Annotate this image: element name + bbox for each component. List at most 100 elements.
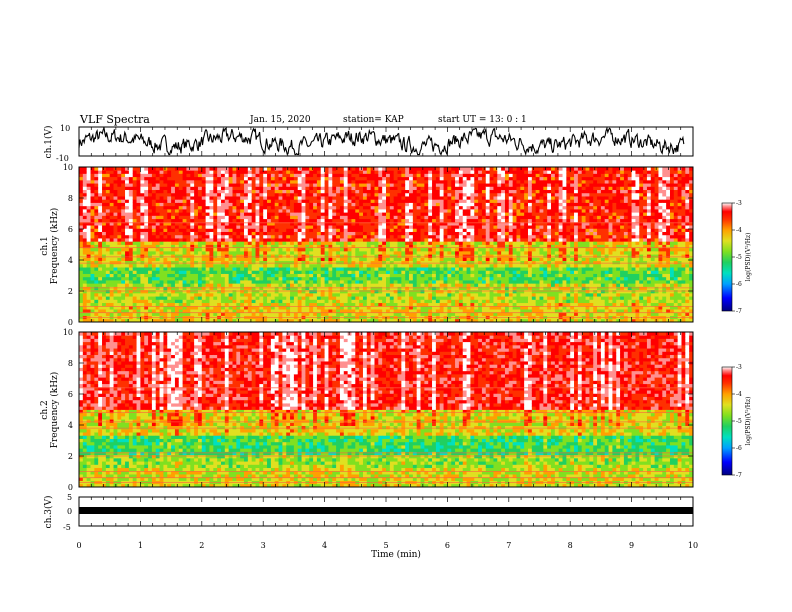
spectrogram-cell: [370, 247, 375, 252]
spectrogram-cell: [228, 189, 233, 194]
spectrogram-cell: [313, 212, 318, 216]
spectrogram-cell: [286, 305, 291, 310]
spectrogram-cell: [178, 225, 184, 229]
spectrogram-cell: [244, 260, 249, 265]
spectrogram-cell: [136, 238, 141, 242]
spectrogram-cell: [205, 280, 210, 284]
spectrogram-cell: [136, 260, 141, 265]
spectrogram-cell: [320, 183, 325, 187]
spectrogram-cell: [336, 183, 341, 187]
spectrogram-cell: [90, 179, 95, 184]
spectrogram-cell: [148, 241, 153, 245]
spectrogram-cell: [197, 267, 203, 271]
spectrogram-cell: [332, 302, 337, 307]
spectrogram-cell: [278, 208, 283, 213]
spectrogram-cell: [148, 183, 153, 187]
spectrogram-cell: [94, 263, 99, 268]
spectrogram-cell: [144, 183, 149, 187]
spectrogram-cell: [128, 167, 134, 171]
spectrogram-cell: [336, 234, 341, 239]
spectrogram-cell: [374, 283, 379, 287]
spectrogram-cell: [144, 208, 149, 213]
spectrogram-cell: [447, 241, 452, 245]
spectrogram-cell: [132, 260, 137, 265]
spectrogram-cell: [347, 270, 352, 274]
spectrogram-cell: [393, 202, 398, 207]
spectrogram-cell: [240, 273, 245, 278]
spectrogram-cell: [351, 318, 356, 322]
spectrogram-cell: [343, 183, 349, 187]
spectrogram-cell: [274, 221, 279, 226]
spectrogram-cell: [447, 221, 452, 226]
spectrogram-cell: [316, 170, 322, 174]
spectrogram-cell: [240, 283, 245, 287]
spectrogram-cell: [148, 263, 153, 268]
spectrogram-cell: [443, 241, 448, 245]
spectrogram-cell: [205, 312, 210, 316]
spectrogram-cell: [94, 173, 99, 178]
spectrogram-cell: [171, 299, 176, 304]
spectrogram-cell: [382, 302, 387, 307]
spectrogram-cell: [128, 260, 134, 265]
spectrogram-cell: [328, 296, 333, 300]
spectrogram-cell: [236, 212, 241, 216]
spectrogram-cell: [409, 267, 414, 271]
spectrogram-cell: [197, 212, 203, 216]
spectrogram-cell: [205, 208, 210, 213]
spectrogram-cell: [136, 254, 141, 258]
spectrogram-cell: [336, 276, 341, 281]
spectrogram-cell: [278, 218, 283, 223]
spectrogram-cell: [386, 199, 391, 203]
spectrogram-cell: [339, 173, 345, 178]
spectrogram-cell: [209, 292, 214, 297]
spectrogram-cell: [178, 312, 184, 316]
spectrogram-cell: [247, 176, 253, 181]
spectrogram-cell: [313, 196, 318, 200]
spectrogram-cell: [313, 289, 318, 294]
spectrogram-cell: [435, 228, 441, 232]
spectrogram-cell: [197, 238, 203, 242]
spectrogram-cell: [297, 302, 302, 307]
spectrogram-cell: [201, 244, 207, 249]
spectrogram-cell: [117, 238, 122, 242]
spectrogram-cell: [94, 280, 99, 284]
spectrogram-cell: [313, 250, 318, 255]
spectrogram-cell: [424, 199, 429, 203]
spectrogram-cell: [336, 173, 341, 178]
spectrogram-cell: [190, 318, 195, 322]
spectrogram-cell: [79, 225, 84, 229]
spectrogram-cell: [362, 305, 368, 310]
spectrogram-cell: [297, 250, 302, 255]
spectrogram-cell: [113, 250, 118, 255]
spectrogram-cell: [220, 202, 226, 207]
spectrogram-cell: [201, 292, 207, 297]
spectrogram-cell: [171, 170, 176, 174]
spectrogram-cell: [339, 221, 345, 226]
spectrogram-cell: [386, 241, 391, 245]
spectrogram-cell: [240, 309, 245, 313]
spectrogram-cell: [151, 176, 157, 181]
spectrogram-cell: [282, 296, 287, 300]
spectrogram-cell: [339, 231, 345, 236]
spectrogram-cell: [439, 221, 444, 226]
spectrogram-cell: [424, 167, 429, 171]
spectrogram-cell: [136, 309, 141, 313]
spectrogram-cell: [447, 196, 452, 200]
spectrogram-cell: [125, 196, 130, 200]
spectrogram-cell: [263, 231, 268, 236]
spectrogram-cell: [121, 292, 126, 297]
spectrogram-cell: [209, 199, 214, 203]
spectrogram-cell: [374, 302, 379, 307]
spectrogram-cell: [301, 215, 306, 220]
spectrogram-cell: [278, 228, 283, 232]
spectrogram-cell: [105, 183, 111, 187]
spectrogram-cell: [102, 231, 107, 236]
spectrogram-cell: [297, 263, 302, 268]
spectrogram-cell: [386, 189, 391, 194]
spectrogram-cell: [347, 302, 352, 307]
spectrogram-cell: [386, 186, 391, 191]
spectrogram-cell: [117, 312, 122, 316]
spectrogram-cell: [297, 283, 302, 287]
spectrogram-cell: [405, 228, 410, 232]
spectrogram-cell: [336, 176, 341, 181]
